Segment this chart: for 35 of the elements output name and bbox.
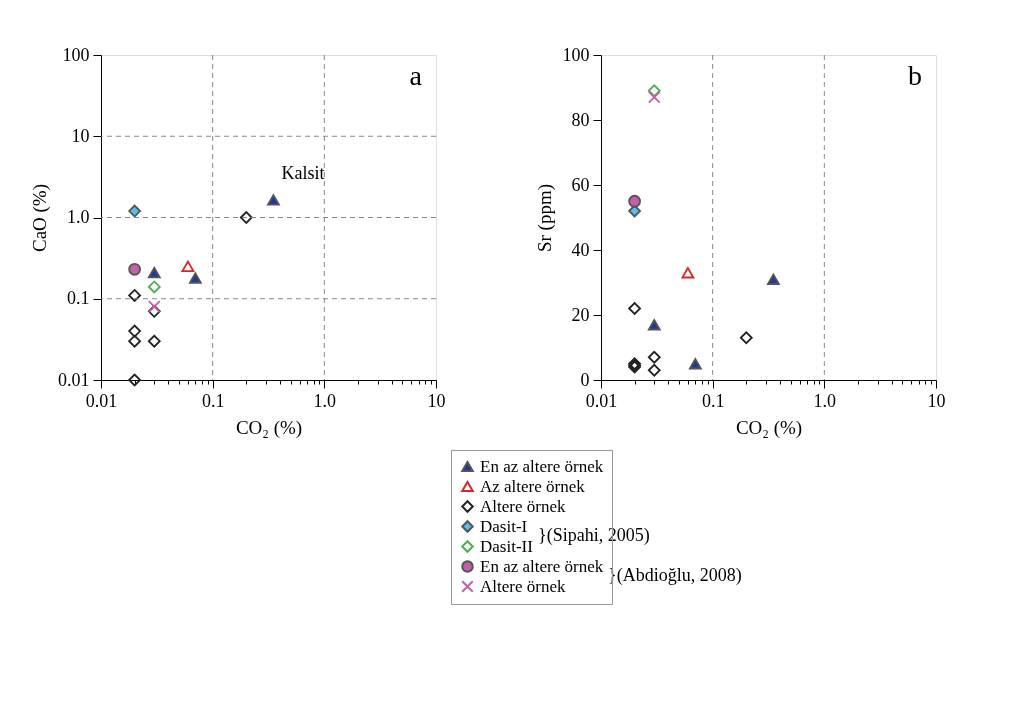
legend-label: Altere örnek [480,496,566,516]
chart-title: a [409,60,423,91]
x-tick-label: 0.01 [585,390,618,411]
text: }(Sipahi, 2005) [538,525,650,546]
legend-label: En az altere örnek [480,556,604,576]
y-tick-label: 40 [571,239,590,260]
x-tick-label: 0.1 [201,390,225,411]
x-tick-label: 10 [927,390,946,411]
y-tick-label: 100 [62,44,90,65]
x-axis-title: CO₂ (%) [735,416,803,439]
y-tick-label: 60 [571,174,590,195]
y-tick-label: 100 [562,44,590,65]
y-tick-label: 0 [580,369,590,390]
legend-label: Az altere örnek [480,476,586,496]
y-tick-label: 1.0 [67,207,90,227]
x-tick-label: 1.0 [813,390,837,411]
y-axis-title: CaO (%) [29,183,51,253]
x-tick-label: 1.0 [313,390,337,411]
y-tick-label: 80 [571,109,590,130]
annotation: Kalsit [281,162,325,183]
text: }(Abdioğlu, 2008) [608,565,742,586]
x-tick-label: 10 [427,390,446,411]
y-tick-label: 10 [71,125,90,146]
legend-label: En az altere örnek [480,456,604,476]
x-tick-label: 0.1 [701,390,725,411]
legend-label: Dasit-I [480,516,528,536]
chart-title: b [908,60,922,91]
y-tick-label: 20 [571,304,590,325]
x-tick-label: 0.01 [85,390,118,411]
y-tick-label: 0.01 [58,369,90,390]
y-tick-label: 0.1 [67,288,90,309]
x-axis-title: CO₂ (%) [235,416,303,439]
legend-label: Altere örnek [480,576,566,596]
legend-label: Dasit-II [480,536,534,556]
y-axis-title: Sr (ppm) [533,183,556,253]
